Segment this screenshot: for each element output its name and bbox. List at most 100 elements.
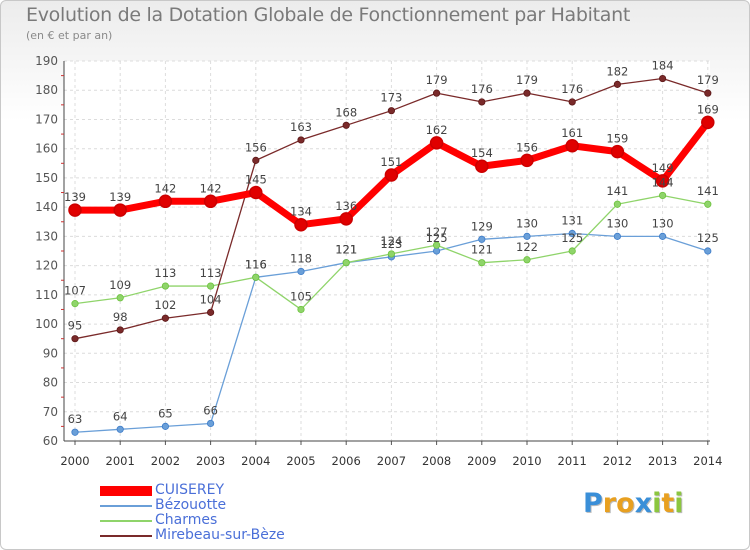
data-label: 161 [561,126,583,140]
data-point-bezouotte [432,247,441,255]
data-label: 113 [200,266,222,280]
data-label: 154 [471,146,493,160]
data-label: 105 [290,289,312,303]
data-label: 130 [606,216,628,230]
data-label: 127 [426,225,448,239]
y-tick-label: 60 [43,434,58,448]
legend-swatch [100,486,152,496]
data-point-charmes [478,259,486,267]
data-label: 176 [471,82,493,96]
data-point-mirebeau-sur-beze [252,156,260,164]
data-label: 104 [200,292,222,306]
data-point-mirebeau-sur-beze [523,89,531,97]
data-label: 163 [290,120,312,134]
data-label: 64 [113,409,128,423]
logo-letter: P [583,488,603,519]
plot-area [64,61,710,441]
data-point-mirebeau-sur-beze [116,326,124,334]
x-tick-label: 2004 [241,454,270,468]
x-tick-label: 2000 [60,454,89,468]
data-label: 121 [335,243,357,257]
data-point-mirebeau-sur-beze [342,121,350,129]
legend-label: Bézouotte [155,497,227,513]
y-tick-label: 160 [35,142,58,156]
data-label: 151 [380,155,402,169]
data-point-bezouotte [658,232,667,240]
data-point-mirebeau-sur-beze [568,98,576,106]
data-point-charmes [116,294,124,302]
data-point-charmes [658,191,667,200]
data-label: 102 [154,298,176,312]
data-label: 176 [561,82,583,96]
x-tick-label: 2006 [332,454,361,468]
y-tick-label: 90 [43,346,58,360]
data-point-mirebeau-sur-beze [207,308,215,316]
data-point-mirebeau-sur-beze [658,74,667,83]
data-point-bezouotte [613,232,622,240]
data-point-cuiserey [610,144,625,159]
data-point-bezouotte [207,419,215,428]
data-point-cuiserey [294,217,308,232]
data-point-charmes [207,282,215,290]
data-point-bezouotte [478,235,486,243]
data-point-mirebeau-sur-beze [71,335,79,343]
x-tick-label: 2009 [467,454,496,468]
y-tick-label: 190 [35,54,58,68]
chart-subtitle: (en € et par an) [26,29,113,42]
data-label: 131 [561,213,583,227]
data-point-bezouotte [568,229,576,238]
data-point-cuiserey [113,203,127,217]
data-point-cuiserey [475,159,489,173]
data-point-cuiserey [520,153,534,168]
data-label: 107 [64,284,86,298]
data-label: 63 [68,412,83,426]
data-point-mirebeau-sur-beze [297,136,305,144]
legend-swatch [100,505,152,507]
data-label: 122 [516,240,538,254]
data-label: 130 [516,216,538,230]
data-label: 169 [697,102,719,116]
data-label: 113 [154,266,176,280]
data-label: 124 [380,234,402,248]
data-label: 130 [652,216,674,230]
x-tick-label: 2010 [512,454,541,468]
data-label: 182 [606,64,628,78]
y-tick-label: 110 [35,288,58,302]
y-tick-label: 120 [35,259,58,273]
data-point-bezouotte [116,425,124,433]
data-label: 145 [245,173,267,187]
data-point-bezouotte [71,428,79,436]
data-point-mirebeau-sur-beze [387,107,395,115]
x-tick-label: 2011 [558,454,587,468]
data-point-charmes [71,300,79,308]
data-point-charmes [387,250,395,258]
data-label: 184 [652,59,674,73]
data-point-cuiserey [701,115,715,130]
data-label: 162 [426,123,448,137]
x-tick-label: 2001 [106,454,135,468]
x-tick-label: 2008 [422,454,451,468]
data-label: 125 [561,231,583,245]
x-tick-label: 2005 [286,454,315,468]
data-label: 118 [290,251,312,265]
x-tick-label: 2002 [151,454,180,468]
x-tick-label: 2007 [377,454,406,468]
y-tick-label: 140 [35,200,58,214]
data-label: 156 [245,140,267,154]
data-label: 173 [380,91,402,105]
x-tick-label: 2013 [648,454,677,468]
data-point-bezouotte [297,267,305,276]
chart-title: Evolution de la Dotation Globale de Fonc… [26,4,631,26]
data-point-bezouotte [161,422,169,430]
data-label: 125 [697,231,719,245]
data-label: 141 [606,184,628,198]
data-point-cuiserey [339,212,353,226]
legend-label: Charmes [155,512,218,528]
data-label: 95 [68,319,83,333]
data-label: 149 [652,161,674,175]
data-point-cuiserey [429,136,444,150]
data-point-cuiserey [203,194,218,209]
y-tick-label: 80 [43,376,58,390]
data-label: 144 [652,175,674,189]
